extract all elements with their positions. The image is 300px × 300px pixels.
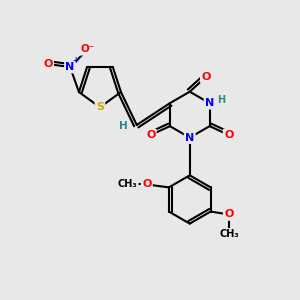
Text: O: O [146, 130, 155, 140]
Text: O⁻: O⁻ [81, 44, 95, 54]
Text: N: N [65, 62, 75, 72]
Text: O: O [224, 130, 233, 140]
Text: O: O [201, 72, 211, 82]
Text: +: + [72, 56, 79, 65]
Text: H: H [217, 95, 225, 105]
Text: O: O [43, 59, 53, 69]
Text: N: N [185, 133, 194, 142]
Text: S: S [96, 102, 104, 112]
Text: CH₃: CH₃ [118, 178, 137, 189]
Text: O: O [224, 209, 234, 220]
Text: H: H [119, 122, 128, 131]
Text: N: N [205, 98, 214, 108]
Text: O: O [142, 179, 152, 190]
Text: CH₃: CH₃ [219, 229, 239, 239]
